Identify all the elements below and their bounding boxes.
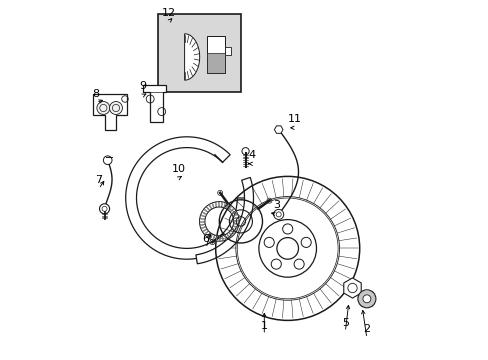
Polygon shape bbox=[227, 206, 231, 210]
Circle shape bbox=[357, 290, 375, 308]
Polygon shape bbox=[206, 233, 210, 237]
Polygon shape bbox=[221, 202, 222, 207]
Polygon shape bbox=[199, 221, 204, 222]
Polygon shape bbox=[203, 231, 208, 235]
Polygon shape bbox=[230, 230, 235, 234]
Circle shape bbox=[99, 204, 109, 214]
Polygon shape bbox=[209, 234, 212, 239]
Text: 1: 1 bbox=[260, 321, 267, 331]
Polygon shape bbox=[125, 137, 247, 259]
Polygon shape bbox=[233, 217, 238, 219]
Text: 12: 12 bbox=[162, 8, 176, 18]
Polygon shape bbox=[232, 226, 238, 228]
Polygon shape bbox=[215, 202, 216, 207]
Text: 9: 9 bbox=[139, 81, 146, 91]
Polygon shape bbox=[199, 218, 204, 220]
Text: 7: 7 bbox=[95, 175, 102, 185]
Polygon shape bbox=[231, 211, 236, 214]
Circle shape bbox=[273, 210, 283, 220]
Polygon shape bbox=[215, 235, 217, 241]
Polygon shape bbox=[223, 202, 225, 208]
Polygon shape bbox=[226, 234, 229, 239]
Polygon shape bbox=[184, 34, 199, 80]
Polygon shape bbox=[224, 235, 226, 240]
Polygon shape bbox=[274, 126, 283, 133]
Circle shape bbox=[109, 102, 122, 114]
Bar bbox=[206, 53, 224, 73]
Polygon shape bbox=[208, 204, 212, 209]
Polygon shape bbox=[205, 206, 210, 211]
Text: 5: 5 bbox=[341, 318, 348, 328]
Polygon shape bbox=[200, 224, 205, 226]
Polygon shape bbox=[203, 209, 208, 213]
Bar bbox=[224, 47, 230, 55]
Polygon shape bbox=[219, 236, 220, 241]
Polygon shape bbox=[233, 220, 239, 221]
Circle shape bbox=[97, 102, 110, 114]
Bar bbox=[158, 14, 241, 92]
Polygon shape bbox=[201, 212, 206, 215]
Bar bbox=[206, 36, 224, 73]
Text: 10: 10 bbox=[171, 164, 185, 174]
Text: 6: 6 bbox=[202, 234, 209, 244]
Text: 4: 4 bbox=[247, 150, 255, 160]
Text: 2: 2 bbox=[363, 324, 370, 334]
Text: 11: 11 bbox=[287, 114, 301, 124]
Polygon shape bbox=[202, 229, 207, 232]
Polygon shape bbox=[142, 85, 166, 122]
Polygon shape bbox=[343, 278, 361, 298]
Polygon shape bbox=[200, 215, 205, 217]
Polygon shape bbox=[212, 235, 215, 240]
Polygon shape bbox=[196, 177, 253, 264]
Text: 8: 8 bbox=[92, 89, 100, 99]
Text: 3: 3 bbox=[273, 200, 280, 210]
Circle shape bbox=[103, 156, 112, 165]
Polygon shape bbox=[211, 203, 214, 208]
Polygon shape bbox=[229, 208, 234, 212]
Polygon shape bbox=[218, 202, 219, 207]
Polygon shape bbox=[232, 214, 238, 216]
Polygon shape bbox=[225, 204, 229, 209]
Polygon shape bbox=[92, 94, 126, 130]
Polygon shape bbox=[222, 235, 223, 241]
Polygon shape bbox=[228, 232, 232, 237]
Polygon shape bbox=[233, 223, 239, 225]
Polygon shape bbox=[231, 228, 236, 231]
Polygon shape bbox=[200, 226, 205, 229]
Circle shape bbox=[362, 295, 370, 303]
